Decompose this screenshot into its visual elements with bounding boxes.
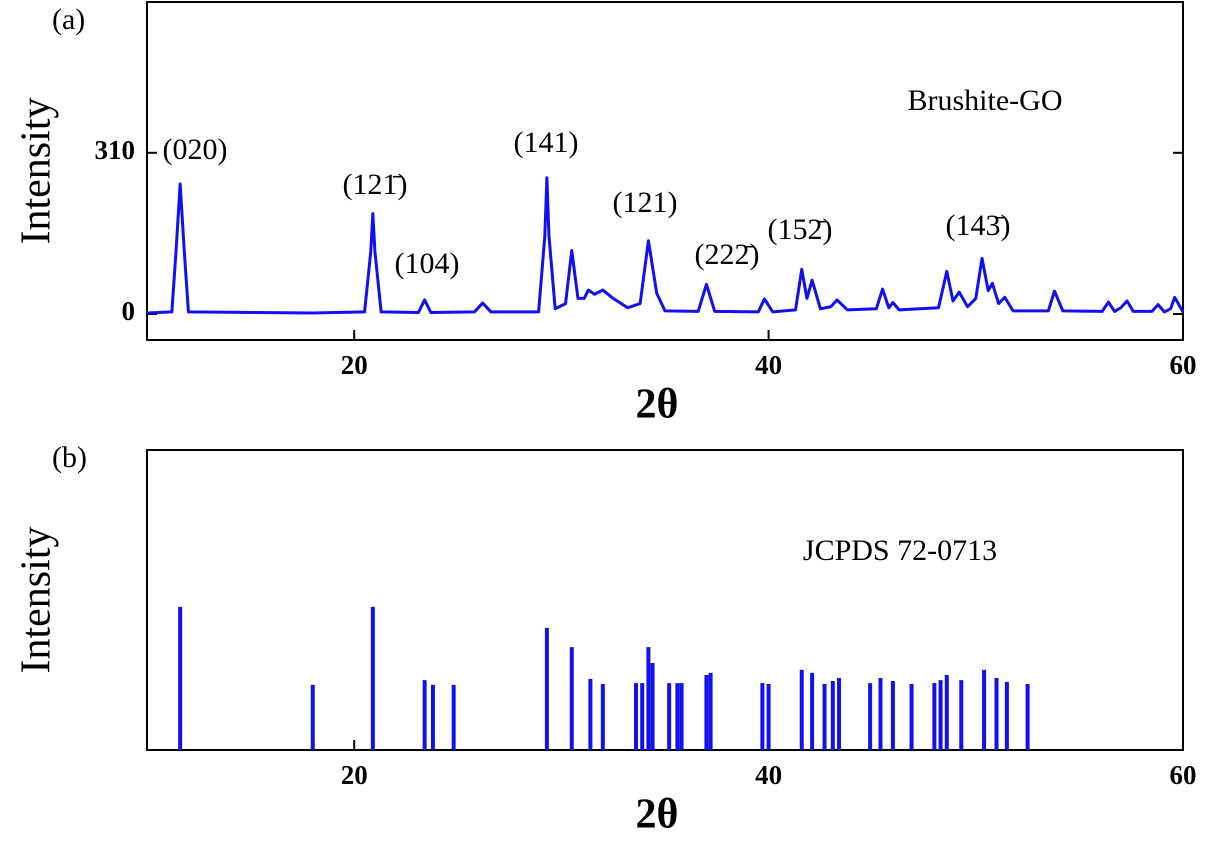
peak-label: (121) (613, 186, 678, 219)
legend-label: JCPDS 72-0713 (803, 534, 997, 567)
x-tick-label: 20 (341, 760, 368, 790)
x-tick-label: 20 (341, 350, 368, 380)
x-axis-label: 2θ (636, 792, 679, 838)
plot-frame (146, 449, 1184, 751)
panel-label: (a) (52, 3, 85, 36)
peak-label: (104) (395, 247, 460, 280)
xrd-line (146, 176, 1185, 315)
x-tick-label: 60 (1170, 760, 1197, 790)
peak-label: (141) (514, 126, 579, 159)
x-axis-label: 2θ (636, 382, 679, 428)
plot-frame (146, 1, 1184, 341)
x-tick-label: 40 (755, 350, 782, 380)
y-axis-label: Intensity (14, 98, 60, 245)
y-tick-label: 310 (95, 135, 136, 165)
y-tick-label: 0 (122, 296, 136, 326)
peak-label: (222̄) (695, 238, 760, 271)
peak-label: (020) (163, 133, 228, 166)
x-tick-label: 60 (1170, 350, 1197, 380)
peak-label: (121̄) (343, 168, 408, 201)
panel-label: (b) (52, 441, 87, 474)
x-tick-label: 40 (755, 760, 782, 790)
legend-label: Brushite-GO (908, 84, 1063, 117)
y-axis-label: Intensity (14, 527, 60, 674)
peak-label: (152̄) (768, 213, 833, 246)
peak-label: (143̄) (946, 209, 1011, 242)
